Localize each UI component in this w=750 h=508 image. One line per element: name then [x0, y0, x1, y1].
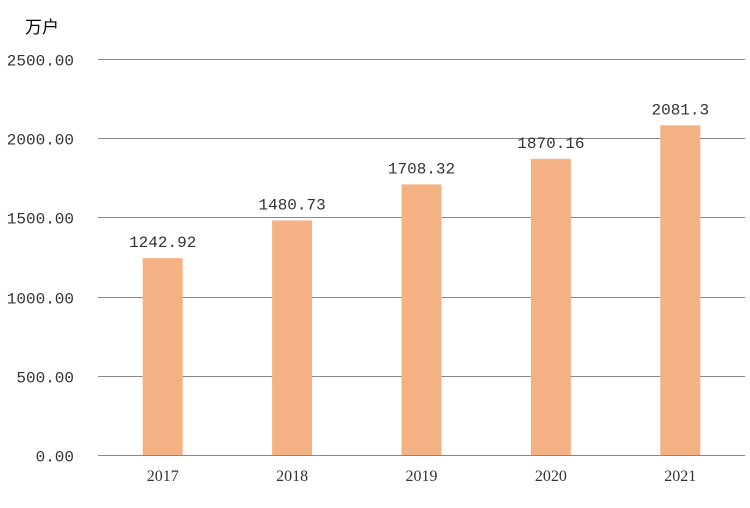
x-tick-label: 2021 — [664, 468, 696, 485]
data-labels: 1242.92 1480.73 1708.32 1870.16 2081.3 — [129, 101, 709, 252]
data-label: 1870.16 — [517, 135, 584, 153]
bar-2018 — [272, 220, 313, 455]
y-tick-label: 2500.00 — [7, 53, 74, 71]
x-tick-label: 2018 — [276, 468, 308, 485]
bar-2020 — [530, 158, 571, 456]
data-label: 1480.73 — [258, 197, 325, 215]
y-tick-label: 1500.00 — [7, 211, 74, 229]
data-label: 2081.3 — [651, 101, 709, 119]
y-axis-tick-labels: 0.00 500.00 1000.00 1500.00 2000.00 2500.00 — [7, 53, 74, 467]
data-label: 1242.92 — [129, 234, 196, 252]
y-tick-label: 500.00 — [16, 370, 74, 388]
y-axis-unit-label: 万户 — [25, 18, 59, 38]
bar-2021 — [660, 125, 701, 456]
y-tick-label: 0.00 — [36, 449, 74, 467]
x-tick-label: 2019 — [406, 468, 438, 485]
y-tick-label: 1000.00 — [7, 291, 74, 309]
x-axis-tick-labels: 2017 2018 2019 2020 2021 — [147, 468, 697, 485]
bars — [142, 125, 701, 456]
data-label: 1708.32 — [388, 160, 455, 178]
bar-2017 — [142, 258, 183, 455]
x-tick-label: 2017 — [147, 468, 179, 485]
x-tick-label: 2020 — [535, 468, 567, 485]
y-tick-label: 2000.00 — [7, 132, 74, 150]
bar-2019 — [401, 184, 442, 455]
